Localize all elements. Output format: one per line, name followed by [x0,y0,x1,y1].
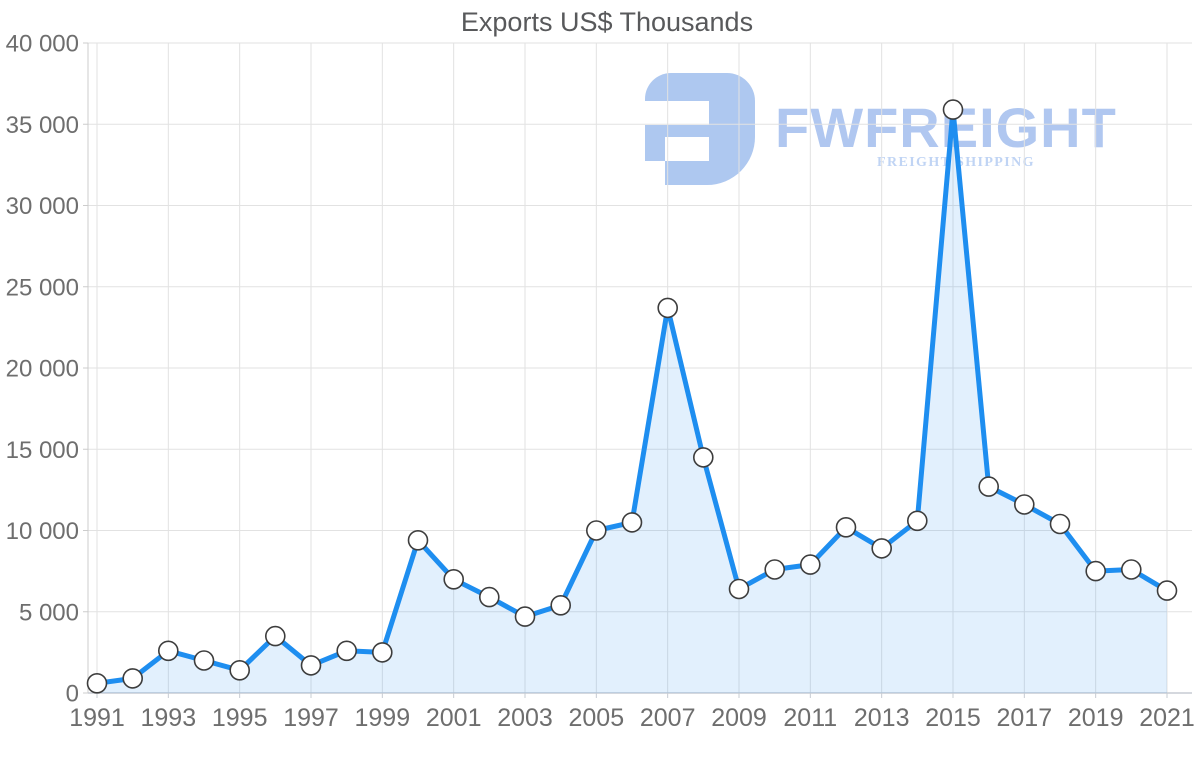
y-axis-label: 20 000 [6,356,79,383]
y-axis-labels: 0 5 000 10 000 15 000 20 000 25 000 30 000 35 0… [6,31,79,708]
data-point-marker[interactable] [799,554,821,575]
data-point-marker[interactable] [835,516,857,538]
watermark-tagline-text: FREIGHT SHIPPING [877,156,1035,170]
data-point-marker[interactable] [942,99,964,120]
data-point-marker[interactable] [978,476,1000,497]
data-point-marker[interactable] [1014,494,1035,515]
data-point-marker[interactable] [1085,560,1106,582]
x-axis-label: 2001 [426,704,482,732]
y-axis-label: 30 000 [6,193,79,220]
data-point-marker[interactable] [585,520,607,541]
gridlines [88,42,1192,693]
data-point-marker[interactable] [1121,559,1142,580]
y-axis-label: 40 000 [6,31,79,58]
data-point-marker[interactable] [122,668,143,689]
data-point-marker[interactable] [300,655,322,676]
data-point-marker[interactable] [764,559,786,580]
x-axis-labels: 1991 1993 1995 1997 1999 2001 2003 2005 2007 2009… [69,704,1195,732]
logo-notch-upper [645,101,709,125]
x-axis-label: 2015 [925,704,981,732]
data-point-marker[interactable] [514,606,536,627]
data-point-marker[interactable] [1049,513,1071,535]
data-point-marker[interactable] [550,594,572,616]
fwfreight-logo-icon [645,73,755,185]
x-axis-label: 1993 [140,704,196,732]
data-point-marker[interactable] [86,672,108,694]
data-point-marker[interactable] [478,586,500,608]
data-point-marker[interactable] [407,529,429,551]
x-axis-label: 2005 [568,704,624,732]
data-point-marker[interactable] [692,447,714,468]
x-axis-label: 1991 [69,704,125,732]
data-point-marker[interactable] [336,640,358,662]
logo-corner-cut [645,161,665,185]
y-axis-label: 0 [66,681,79,708]
y-axis-label: 10 000 [6,518,79,545]
data-point-markers [86,99,1178,694]
data-point-marker[interactable] [443,568,465,590]
data-point-marker[interactable] [229,659,250,681]
x-axis-label: 2009 [711,704,767,732]
chart-title: Exports US$ Thousands [460,7,754,37]
x-axis-label: 1999 [354,704,410,732]
data-point-marker[interactable] [621,512,643,533]
data-point-marker[interactable] [193,650,215,671]
data-point-marker[interactable] [371,642,393,663]
x-axis-label: 2019 [1068,704,1124,732]
x-axis-label: 2011 [783,704,837,732]
series-area [97,109,1167,694]
x-axis-label: 2007 [640,704,696,732]
y-axis-label: 15 000 [6,437,79,464]
y-axis-label: 35 000 [6,112,79,139]
x-axis-label: 2003 [497,704,553,732]
data-point-marker[interactable] [906,510,928,532]
data-point-marker[interactable] [158,640,179,662]
x-axis-label: 2021 [1139,704,1195,732]
x-axis-label: 1995 [212,704,268,732]
data-point-marker[interactable] [264,625,286,647]
logo-notch-lower [665,137,709,161]
data-point-marker[interactable] [1156,580,1178,601]
axes [83,42,1192,698]
y-axis-label: 25 000 [6,274,79,301]
data-point-marker[interactable] [657,297,679,319]
x-axis-label: 2017 [996,704,1052,732]
x-axis-label: 2013 [854,704,910,732]
x-axis-label: 1997 [283,704,339,732]
data-point-marker[interactable] [728,578,750,600]
y-axis-label: 5 000 [19,599,79,626]
data-point-marker[interactable] [871,538,893,559]
